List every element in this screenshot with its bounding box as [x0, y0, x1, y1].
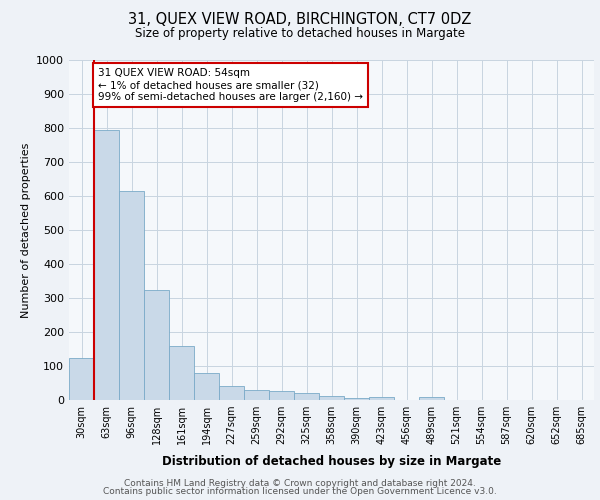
Bar	[369, 396, 394, 400]
Text: Contains public sector information licensed under the Open Government Licence v3: Contains public sector information licen…	[103, 487, 497, 496]
Text: Contains HM Land Registry data © Crown copyright and database right 2024.: Contains HM Land Registry data © Crown c…	[124, 478, 476, 488]
Text: 31 QUEX VIEW ROAD: 54sqm
← 1% of detached houses are smaller (32)
99% of semi-de: 31 QUEX VIEW ROAD: 54sqm ← 1% of detache…	[98, 68, 363, 102]
Bar	[119, 191, 144, 400]
Text: Size of property relative to detached houses in Margate: Size of property relative to detached ho…	[135, 28, 465, 40]
Bar	[244, 390, 269, 400]
Bar	[94, 130, 119, 400]
X-axis label: Distribution of detached houses by size in Margate: Distribution of detached houses by size …	[162, 456, 501, 468]
Bar	[144, 290, 169, 400]
Bar	[69, 358, 94, 400]
Text: 31, QUEX VIEW ROAD, BIRCHINGTON, CT7 0DZ: 31, QUEX VIEW ROAD, BIRCHINGTON, CT7 0DZ	[128, 12, 472, 28]
Bar	[219, 386, 244, 400]
Bar	[194, 374, 219, 400]
Bar	[269, 391, 294, 400]
Bar	[319, 396, 344, 400]
Bar	[419, 396, 444, 400]
Bar	[294, 393, 319, 400]
Y-axis label: Number of detached properties: Number of detached properties	[20, 142, 31, 318]
Bar	[344, 398, 369, 400]
Bar	[169, 346, 194, 400]
